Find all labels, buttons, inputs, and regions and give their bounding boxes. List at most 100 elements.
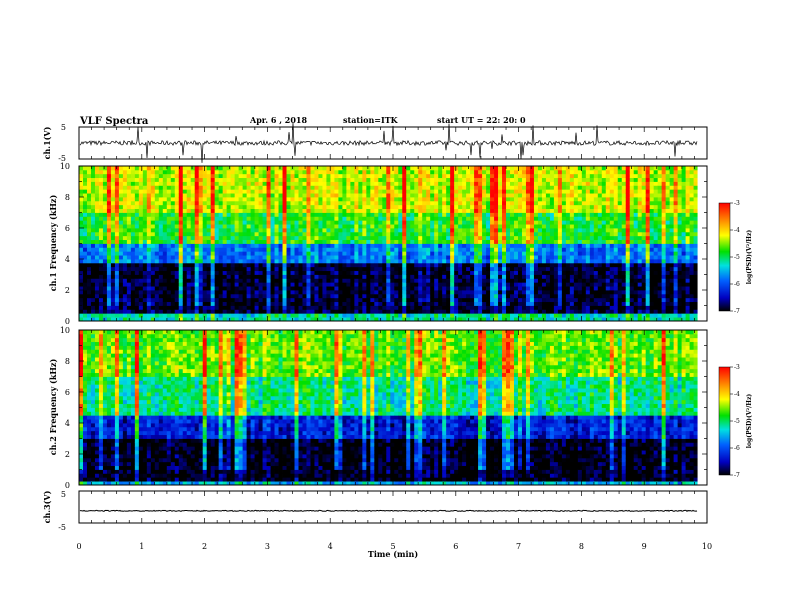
spectrogram-cell xyxy=(346,231,351,237)
spectrogram-cell xyxy=(214,208,220,213)
spectrogram-cell xyxy=(282,216,287,221)
spectrogram-cell xyxy=(158,197,164,202)
spectrogram-cell xyxy=(274,255,279,260)
spectrogram-cell xyxy=(370,239,375,244)
spectrogram-cell xyxy=(174,255,180,260)
spectrogram-cell xyxy=(553,181,559,186)
spectrogram-cell xyxy=(274,243,279,248)
spectrogram-cell xyxy=(470,266,475,272)
spectrogram-cell xyxy=(466,274,471,279)
spectrogram-cell xyxy=(350,309,355,314)
spectrogram-cell xyxy=(106,235,112,241)
spectrogram-cell xyxy=(338,270,343,275)
spectrogram-cell xyxy=(470,204,475,210)
spectrogram-cell xyxy=(478,305,483,310)
spectrogram-cell xyxy=(462,239,467,244)
spectrogram-cell xyxy=(549,305,555,310)
spectrogram-cell xyxy=(322,270,327,275)
spectrogram-cell xyxy=(322,169,327,175)
spectrogram-cell xyxy=(494,231,499,237)
spectrogram-cell xyxy=(138,239,144,244)
spectrogram-cell xyxy=(521,189,527,194)
spectrogram-cell xyxy=(166,231,172,237)
spectrogram-cell xyxy=(190,262,196,268)
spectrogram-cell xyxy=(494,293,499,299)
spectrogram-cell xyxy=(378,173,383,179)
spectrogram-cell xyxy=(338,220,343,225)
spectrogram-cell xyxy=(258,193,263,198)
spectrogram-cell xyxy=(166,189,172,194)
spectrogram-cell xyxy=(529,173,535,179)
spectrogram-cell xyxy=(230,239,236,244)
spectrogram-cell xyxy=(406,301,411,306)
spectrogram-cell xyxy=(90,224,96,229)
spectrogram-cell xyxy=(198,309,204,314)
spectrogram-cell xyxy=(561,243,567,248)
spectrogram-cell xyxy=(478,309,483,314)
spectrogram-cell xyxy=(270,189,275,194)
spectrogram-cell xyxy=(102,305,108,310)
spectrogram-cell xyxy=(79,212,84,217)
spectrogram-cell xyxy=(358,212,363,217)
spectrogram-cell xyxy=(378,189,383,194)
spectrogram-cell xyxy=(210,212,216,217)
spectrogram-cell xyxy=(246,197,252,202)
spectrogram-cell xyxy=(154,200,160,206)
spectrogram-cell xyxy=(426,282,431,287)
spectrogram-cell xyxy=(486,270,491,275)
spectrogram-cell xyxy=(318,208,323,213)
spectrogram-cell xyxy=(478,228,483,233)
spectrogram-cell xyxy=(106,274,112,279)
spectrogram-cell xyxy=(102,282,108,287)
spectrogram-cell xyxy=(118,305,124,310)
spectrogram-cell xyxy=(494,274,499,279)
spectrogram-cell xyxy=(150,220,156,225)
spectrogram-cell xyxy=(390,189,395,194)
spectrogram-cell xyxy=(290,251,295,256)
spectrogram-cell xyxy=(154,173,160,179)
spectrogram-cell xyxy=(498,297,503,303)
spectrogram-cell xyxy=(246,220,252,225)
spectrogram-cell xyxy=(258,255,263,260)
spectrogram-cell xyxy=(486,262,491,268)
spectrogram-cell xyxy=(218,193,224,198)
spectrogram-cell xyxy=(198,231,204,237)
spectrogram-cell xyxy=(490,317,495,322)
spectrogram-cell xyxy=(414,313,419,318)
spectrogram-cell xyxy=(186,290,192,295)
spectrogram-cell xyxy=(557,231,563,237)
spectrogram-cell xyxy=(198,313,204,318)
spectrogram-cell xyxy=(390,286,395,291)
spectrogram-cell xyxy=(222,305,228,310)
spectrogram-cell xyxy=(529,278,535,283)
spectrogram-cell xyxy=(170,286,176,291)
spectrogram-cell xyxy=(506,286,511,291)
spectrogram-cell xyxy=(533,235,539,241)
spectrogram-cell xyxy=(557,259,563,264)
spectrogram-cell xyxy=(138,305,144,310)
spectrogram-cell xyxy=(561,286,567,291)
spectrogram-cell xyxy=(326,278,331,283)
spectrogram-cell xyxy=(338,290,343,295)
spectrogram-cell xyxy=(82,293,88,299)
spectrogram-cell xyxy=(478,259,483,264)
spectrogram-cell xyxy=(118,173,124,179)
spectrogram-cell xyxy=(102,185,108,190)
spectrogram-cell xyxy=(226,282,232,287)
spectrogram-cell xyxy=(238,293,244,299)
spectrogram-cell xyxy=(514,259,519,264)
spectrogram-cell xyxy=(290,220,295,225)
spectrogram-cell xyxy=(202,177,208,182)
spectrogram-cell xyxy=(138,262,144,268)
spectrogram-cell xyxy=(166,239,172,244)
spectrogram-cell xyxy=(426,224,431,229)
spectrogram-cell xyxy=(202,181,208,186)
spectrogram-cell xyxy=(290,262,295,268)
spectrogram-cell xyxy=(398,262,403,268)
spectrogram-cell xyxy=(426,166,431,171)
spectrogram-cell xyxy=(170,181,176,186)
spectrogram-cell xyxy=(438,166,443,171)
spectrogram-cell xyxy=(190,220,196,225)
spectrogram-cell xyxy=(126,173,132,179)
spectrogram-cell xyxy=(218,169,224,175)
